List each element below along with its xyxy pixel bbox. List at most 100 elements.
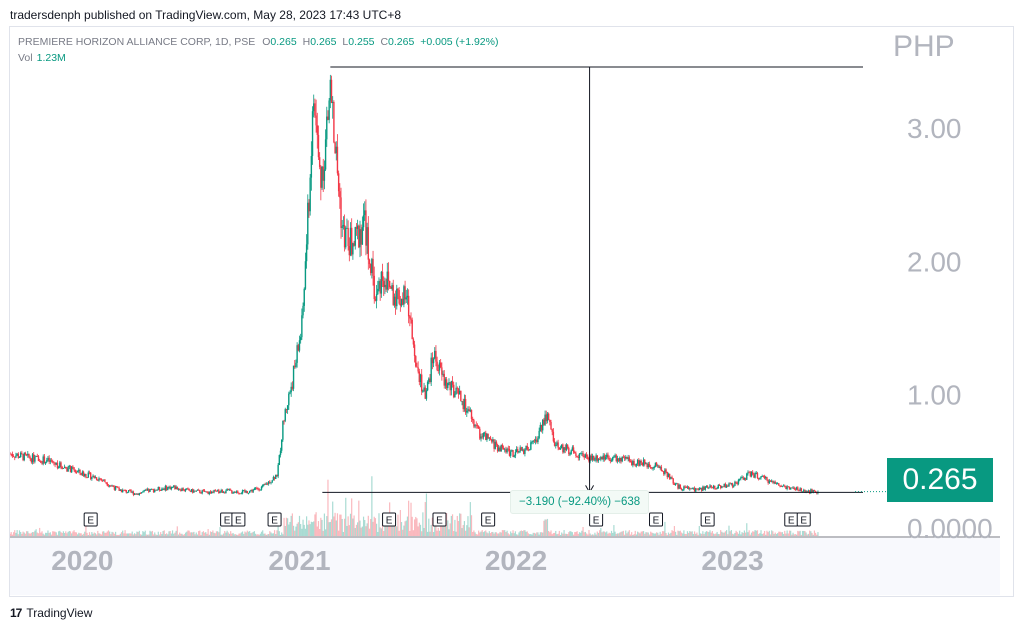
volume-bar-660: [792, 532, 794, 536]
volume-bar-50: [68, 530, 70, 536]
volume-bar-501: [603, 531, 606, 536]
volume-bar-297: [361, 526, 363, 536]
volume-bar-36: [52, 531, 54, 536]
volume-bar-332: [403, 525, 405, 536]
volume-bar-421: [508, 534, 511, 536]
volume-bar-312: [379, 527, 381, 536]
candle-body-4: [14, 456, 16, 458]
volume-bar-270: [329, 521, 331, 536]
candle-body-219: [269, 481, 271, 483]
candle-body-428: [517, 449, 519, 453]
earnings-marker-label-10: E: [788, 516, 795, 527]
volume-bar-342: [415, 516, 417, 536]
candle-body-116: [146, 489, 149, 491]
volume-bar-487: [587, 534, 589, 536]
volume-bar-98: [125, 533, 127, 536]
volume-bar-357: [432, 531, 435, 536]
volume-bar-549: [660, 533, 662, 536]
candle-body-101: [129, 490, 131, 491]
volume-bar-670: [804, 531, 806, 536]
candle-body-18: [30, 458, 33, 463]
candle-body-506: [609, 459, 612, 461]
candle-body-322: [391, 285, 393, 289]
volume-bar-632: [759, 533, 761, 536]
high-value: 0.265: [310, 36, 337, 48]
volume-bar-535: [644, 533, 646, 536]
volume-bar-680: [816, 534, 818, 536]
candle-body-604: [725, 485, 728, 488]
candle-body-234: [286, 405, 289, 410]
volume-bar-291: [354, 527, 356, 536]
volume-bar-354: [429, 531, 431, 536]
candle-body-229: [280, 439, 283, 451]
candle-body-419: [506, 448, 508, 453]
volume-bar-654: [785, 533, 787, 536]
candle-body-636: [763, 476, 766, 479]
candle-body-509: [613, 456, 615, 458]
volume-bar-666: [799, 530, 801, 536]
volume-bar-580: [697, 534, 699, 536]
volume-bar-177: [219, 527, 221, 536]
volume-bar-658: [790, 530, 792, 536]
candle-body-273: [333, 101, 335, 143]
volume-bar-385: [466, 525, 468, 536]
candle-body-208: [256, 487, 258, 489]
candle-body-199: [245, 491, 247, 493]
candle-body-65: [86, 477, 88, 479]
candle-body-437: [527, 449, 530, 451]
candle-body-126: [158, 487, 161, 491]
footer-brand[interactable]: 17 TradingView: [10, 606, 92, 620]
candle-body-204: [251, 489, 253, 492]
volume-bar-17: [29, 533, 31, 536]
volume-bar-579: [696, 532, 698, 536]
volume-bar-575: [691, 531, 693, 536]
volume-bar-595: [715, 533, 717, 536]
candle-body-659: [791, 487, 793, 489]
volume-bar-104: [132, 534, 134, 536]
candle-body-56: [75, 472, 78, 474]
candle-body-546: [657, 465, 659, 467]
volume-bar-500: [602, 531, 604, 536]
volume-bar-503: [606, 531, 608, 536]
volume-bar-69: [91, 532, 93, 536]
candle-body-258: [315, 115, 317, 126]
candle-body-377: [456, 387, 458, 389]
volume-legend: Vol 1.23M: [18, 52, 66, 64]
candle-body-72: [94, 477, 97, 479]
candle-body-449: [542, 419, 544, 431]
volume-bar-229: [281, 532, 283, 536]
candle-body-259: [316, 125, 318, 135]
candle-body-651: [781, 485, 784, 487]
candle-body-207: [254, 487, 257, 489]
candle-body-319: [387, 271, 390, 281]
candle-body-484: [583, 456, 585, 458]
volume-bar-205: [252, 531, 254, 536]
volume-bar-184: [227, 532, 229, 536]
candle-body-656: [787, 486, 790, 488]
candle-body-271: [330, 79, 333, 103]
candle-body-662: [794, 488, 797, 490]
candle-body-615: [738, 478, 741, 480]
candle-body-342: [415, 356, 417, 367]
candle-body-415: [501, 444, 504, 448]
candle-body-500: [602, 455, 604, 460]
volume-bar-590: [709, 530, 711, 536]
candle-body-505: [608, 457, 610, 460]
volume-bar-95: [122, 530, 124, 536]
candle-body-83: [107, 485, 110, 487]
volume-bar-129: [162, 531, 164, 536]
candle-body-38: [54, 463, 56, 465]
volume-bar-532: [640, 531, 642, 536]
volume-bar-555: [667, 532, 670, 536]
volume-bar-605: [727, 534, 729, 536]
candle-body-334: [405, 297, 407, 300]
volume-bar-560: [673, 526, 676, 536]
volume-bar-11: [22, 531, 24, 536]
volume-bar-323: [392, 519, 394, 536]
candle-body-97: [124, 490, 126, 491]
volume-bar-403: [487, 533, 489, 536]
volume-bar-362: [438, 530, 441, 536]
candle-body-444: [536, 439, 538, 443]
volume-bar-529: [637, 531, 639, 536]
